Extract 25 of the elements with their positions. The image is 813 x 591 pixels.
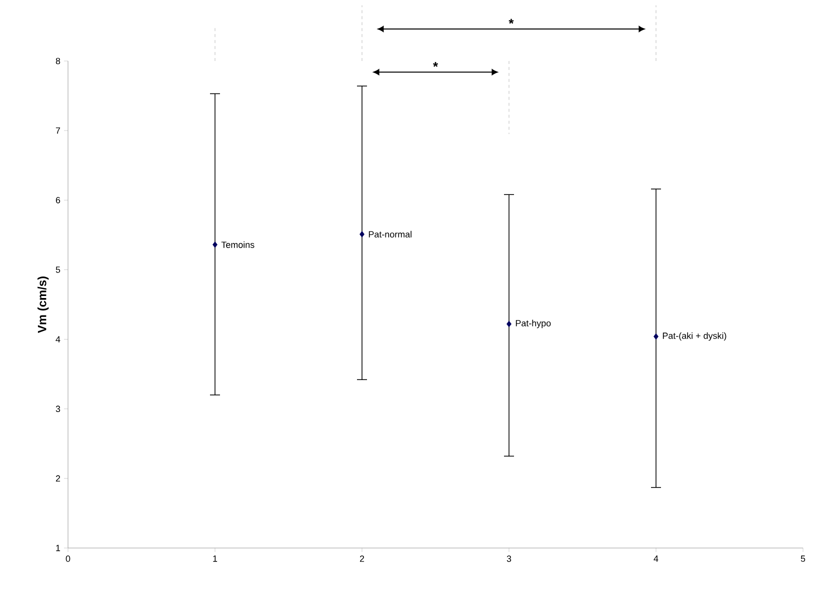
annotation: Pat-(aki + dyski): [662, 332, 726, 341]
annotation: Temoins: [221, 241, 254, 248]
x-tick-label: 2: [360, 556, 364, 562]
x-tick-label: 5: [800, 556, 806, 562]
y-axis-title: Vm (cm/s): [38, 276, 49, 333]
y-tick-label: 3: [56, 406, 60, 412]
x-tick-label: 3: [506, 556, 512, 562]
point: [212, 241, 218, 248]
y-tick-label: 4: [56, 336, 60, 342]
y-tick-label: 2: [56, 475, 60, 482]
y-tick-label: 7: [56, 127, 60, 134]
x-tick-label: 0: [66, 556, 70, 562]
annotation: Pat-hypo: [516, 320, 551, 328]
point: [360, 231, 364, 238]
y-tick-label: 6: [56, 196, 60, 204]
y-tick-label: 5: [56, 266, 60, 273]
point: [506, 320, 512, 328]
x-tick-label: 4: [654, 556, 658, 562]
annotation: Pat-normal: [368, 230, 412, 238]
point: [654, 333, 658, 340]
annotation: *: [433, 62, 438, 67]
x-tick-label: 1: [213, 556, 218, 562]
y-tick-label: 1: [56, 544, 60, 552]
text: *: [508, 18, 514, 24]
y-tick-label: 8: [56, 58, 60, 64]
